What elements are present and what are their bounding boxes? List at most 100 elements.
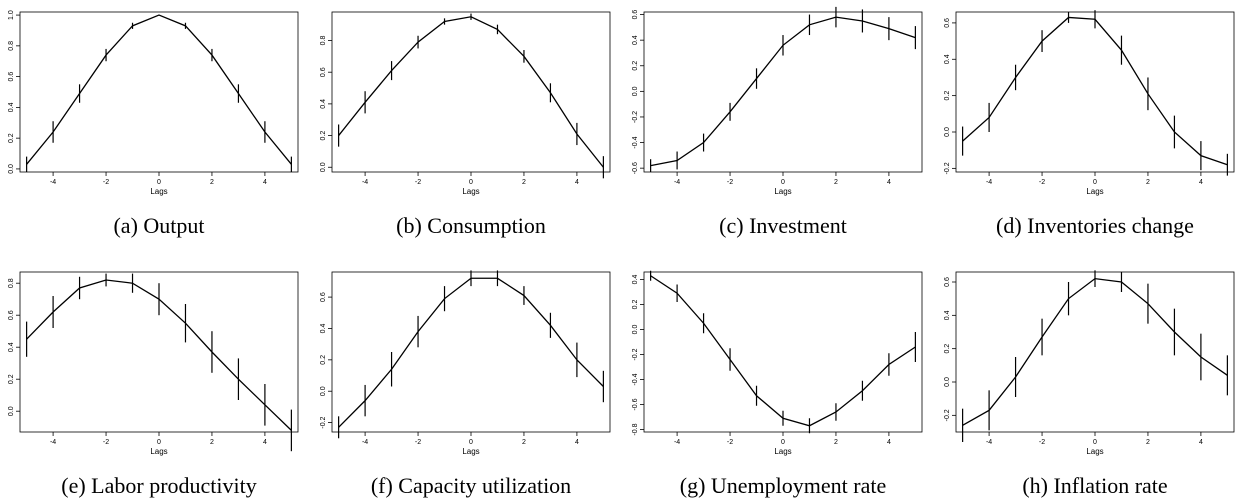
x-tick-label: -4 <box>50 439 56 446</box>
y-tick-label: -0.2 <box>632 111 639 123</box>
caption: (c) Investment <box>719 213 847 238</box>
x-tick-label: 4 <box>575 439 579 446</box>
caption: (g) Unemployment rate <box>680 473 887 498</box>
y-tick-label: 0.6 <box>320 67 327 77</box>
y-tick-label: 0.8 <box>8 278 15 288</box>
x-tick-label: -2 <box>727 179 733 186</box>
data-line <box>26 14 292 165</box>
y-tick-label: 0.6 <box>320 292 327 302</box>
x-axis-label: Lags <box>1086 447 1103 456</box>
data-line <box>962 277 1228 426</box>
x-tick-label: -4 <box>986 439 992 446</box>
x-tick-label: -4 <box>50 179 56 186</box>
x-tick-label: -2 <box>103 179 109 186</box>
y-tick-label: 0.2 <box>320 131 327 141</box>
data-line <box>338 277 604 428</box>
y-tick-label: 0.0 <box>632 325 639 335</box>
y-tick-label: 0.6 <box>944 277 951 287</box>
x-tick-label: 4 <box>887 179 891 186</box>
x-axis-label: Lags <box>774 447 791 456</box>
caption: (b) Consumption <box>396 213 546 238</box>
x-axis-label: Lags <box>462 447 479 456</box>
x-tick-label: 4 <box>575 179 579 186</box>
y-tick-label: -0.2 <box>944 409 951 421</box>
y-tick-label: 0.2 <box>8 133 15 143</box>
x-tick-label: -4 <box>362 179 368 186</box>
x-tick-label: -2 <box>415 439 421 446</box>
y-tick-label: -0.4 <box>632 136 639 148</box>
x-tick-label: 4 <box>263 439 267 446</box>
y-tick-label: 0.0 <box>944 127 951 137</box>
y-tick-label: 0.4 <box>8 342 15 352</box>
y-tick-label: 0.6 <box>632 10 639 20</box>
y-tick-label: 0.2 <box>8 374 15 384</box>
y-tick-label: 0.0 <box>944 377 951 387</box>
caption: (f) Capacity utilization <box>371 473 571 498</box>
data-line <box>650 275 916 427</box>
x-tick-label: 0 <box>781 439 785 446</box>
plot-frame <box>19 11 299 173</box>
x-tick-label: 2 <box>210 439 214 446</box>
caption: (h) Inflation rate <box>1022 473 1167 498</box>
x-tick-label: -2 <box>103 439 109 446</box>
data-line <box>338 16 604 168</box>
y-tick-label: 0.6 <box>8 310 15 320</box>
plot-frame <box>331 271 611 433</box>
plot-frame <box>955 271 1235 433</box>
x-tick-label: 0 <box>469 439 473 446</box>
y-tick-label: 0.2 <box>944 91 951 101</box>
x-tick-label: -2 <box>415 179 421 186</box>
x-tick-label: 2 <box>210 179 214 186</box>
y-tick-label: 0.2 <box>320 355 327 365</box>
x-tick-label: 0 <box>469 179 473 186</box>
x-tick-label: 4 <box>263 179 267 186</box>
y-tick-label: 0.4 <box>944 310 951 320</box>
y-tick-label: 0.6 <box>944 18 951 28</box>
x-tick-label: -4 <box>986 179 992 186</box>
y-tick-label: 0.8 <box>320 36 327 46</box>
y-tick-label: 0.4 <box>320 99 327 109</box>
x-tick-label: -2 <box>1039 179 1045 186</box>
x-axis-label: Lags <box>774 187 791 196</box>
data-line <box>962 16 1228 166</box>
y-tick-label: 0.0 <box>632 86 639 96</box>
x-axis-label: Lags <box>150 187 167 196</box>
y-tick-label: 0.4 <box>944 54 951 64</box>
y-tick-label: -0.6 <box>632 398 639 410</box>
x-tick-label: 2 <box>834 439 838 446</box>
x-tick-label: -2 <box>727 439 733 446</box>
x-axis-label: Lags <box>150 447 167 456</box>
x-tick-label: -4 <box>674 179 680 186</box>
y-tick-label: -0.2 <box>320 416 327 428</box>
caption: (a) Output <box>113 213 204 238</box>
x-tick-label: 2 <box>1146 179 1150 186</box>
y-tick-label: 0.0 <box>8 164 15 174</box>
y-tick-label: 0.0 <box>320 386 327 396</box>
x-axis-label: Lags <box>1086 187 1103 196</box>
x-tick-label: 4 <box>1199 179 1203 186</box>
x-tick-label: -2 <box>1039 439 1045 446</box>
y-tick-label: 0.4 <box>320 323 327 333</box>
y-tick-label: 0.8 <box>8 41 15 51</box>
caption: (e) Labor productivity <box>61 473 257 498</box>
plot-frame <box>643 271 923 433</box>
y-tick-label: 0.6 <box>8 72 15 82</box>
y-tick-label: -0.2 <box>944 162 951 174</box>
x-axis-label: Lags <box>462 187 479 196</box>
caption: (d) Inventories change <box>996 213 1194 238</box>
x-tick-label: 2 <box>1146 439 1150 446</box>
y-tick-label: -0.8 <box>632 423 639 435</box>
y-tick-label: -0.2 <box>632 348 639 360</box>
x-tick-label: 0 <box>781 179 785 186</box>
x-tick-label: 0 <box>157 179 161 186</box>
x-tick-label: 2 <box>522 439 526 446</box>
y-tick-label: 0.4 <box>8 102 15 112</box>
x-tick-label: -4 <box>362 439 368 446</box>
x-tick-label: 0 <box>1093 439 1097 446</box>
y-tick-label: 0.2 <box>632 61 639 71</box>
y-tick-label: 0.4 <box>632 35 639 45</box>
y-tick-label: -0.4 <box>632 373 639 385</box>
x-tick-label: 0 <box>157 439 161 446</box>
